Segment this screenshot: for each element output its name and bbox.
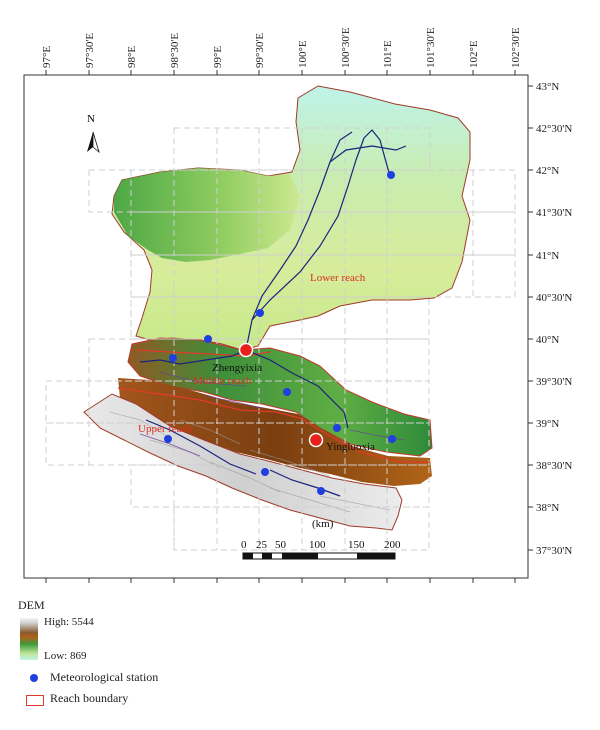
station-legend-icon <box>30 674 38 682</box>
dem-color-ramp <box>20 618 38 660</box>
meteorological-station-marker <box>256 309 264 317</box>
lat-labels: 43°N 42°30'N 42°N 41°30'N 41°N 40°30'N 4… <box>536 81 572 557</box>
meteorological-station-marker <box>283 388 291 396</box>
lat-label: 40°N <box>536 334 559 346</box>
meteorological-station-marker <box>388 435 396 443</box>
scale-unit: (km) <box>312 518 334 530</box>
frame-ticks <box>45 70 533 583</box>
scale-bar: (km) 0 25 50 100 150 200 <box>241 518 401 560</box>
rivers <box>139 129 407 497</box>
meteorological-station-marker <box>204 335 212 343</box>
legend-station-label: Meteorological station <box>50 670 159 684</box>
meteo-stations <box>164 171 396 495</box>
meteorological-station-marker <box>169 354 177 362</box>
reach-boundaries <box>117 349 430 463</box>
lat-label: 42°N <box>536 165 559 177</box>
lon-labels: 97°E 97°30'E 98°E 98°30'E 99°E 99°30'E 1… <box>41 27 522 68</box>
lat-label: 43°N <box>536 81 559 93</box>
legend-high: High: 5544 <box>44 616 94 628</box>
lon-label: 102°E <box>468 40 480 68</box>
lon-label: 97°30'E <box>84 33 96 68</box>
lon-label: 97°E <box>41 46 53 68</box>
lon-label: 100°E <box>297 40 309 68</box>
lat-label: 39°N <box>536 418 559 430</box>
streams <box>139 371 405 457</box>
lat-label: 41°30'N <box>536 207 572 219</box>
reach-boundary-legend-icon <box>26 695 44 706</box>
scale-label: 25 <box>256 539 268 551</box>
scale-label: 200 <box>384 539 401 551</box>
lat-label: 40°30'N <box>536 292 572 304</box>
lat-label: 38°N <box>536 502 559 514</box>
legend: DEM High: 5544 Low: 869 Meteorological s… <box>14 598 314 723</box>
western-hills <box>114 168 300 262</box>
lon-label: 99°30'E <box>254 33 266 68</box>
lat-label: 41°N <box>536 250 559 262</box>
north-arrow-label: N <box>87 113 95 125</box>
legend-low: Low: 869 <box>44 650 87 662</box>
meteorological-station-marker <box>333 424 341 432</box>
lat-label: 37°30'N <box>536 545 572 557</box>
meteorological-station-marker <box>317 487 325 495</box>
yingluoxia-label: Yingluoxia <box>326 441 375 453</box>
upper-reach-ridge <box>118 378 432 486</box>
lon-label: 102°30'E <box>510 27 522 68</box>
lon-label: 101°30'E <box>425 27 437 68</box>
yingluoxia-marker <box>308 432 324 448</box>
middle-reach-terrain <box>127 337 433 457</box>
lon-label: 99°E <box>212 46 224 68</box>
meteorological-station-marker <box>261 468 269 476</box>
scale-label: 0 <box>241 539 247 551</box>
lon-label: 101°E <box>382 40 394 68</box>
lon-label: 98°E <box>126 46 138 68</box>
legend-reach-label: Reach boundary <box>50 691 129 705</box>
lat-label: 39°30'N <box>536 376 572 388</box>
scale-label: 50 <box>275 539 287 551</box>
scale-label: 150 <box>348 539 365 551</box>
meteorological-station-marker <box>387 171 395 179</box>
lower-reach-label: Lower reach <box>310 272 366 284</box>
hydro-stations: Zhengyixia Yingluoxia <box>212 342 375 453</box>
middle-reach-label: Middle reach <box>193 375 252 387</box>
lon-label: 98°30'E <box>169 33 181 68</box>
lat-label: 38°30'N <box>536 460 572 472</box>
meteorological-station-marker <box>164 435 172 443</box>
lon-label: 100°30'E <box>340 27 352 68</box>
legend-title: DEM <box>18 598 45 612</box>
zhengyixia-marker <box>238 342 254 358</box>
zhengyixia-label: Zhengyixia <box>212 362 262 374</box>
mountain-texture <box>109 411 391 513</box>
upper-reach-terrain <box>83 393 403 531</box>
north-arrow: N <box>87 113 100 154</box>
lat-label: 42°30'N <box>536 123 572 135</box>
upper-reach-label: Upper reach <box>138 423 193 435</box>
scale-label: 100 <box>309 539 326 551</box>
